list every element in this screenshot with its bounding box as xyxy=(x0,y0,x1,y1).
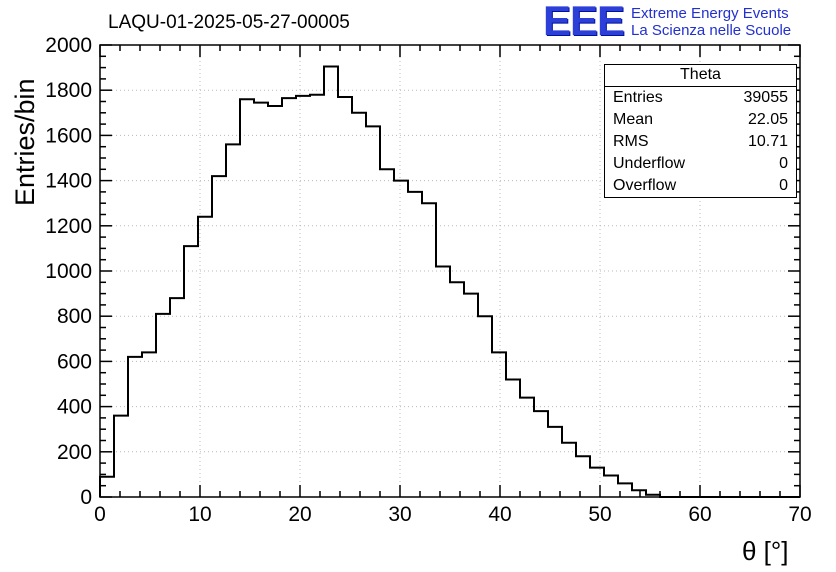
stats-value: 39055 xyxy=(743,89,789,106)
svg-text:2000: 2000 xyxy=(45,34,92,57)
stats-value: 10.71 xyxy=(747,133,788,150)
svg-text:200: 200 xyxy=(57,441,92,464)
stats-label: Underflow xyxy=(613,155,686,172)
svg-text:10: 10 xyxy=(188,503,211,526)
svg-text:0: 0 xyxy=(80,486,92,509)
svg-text:1000: 1000 xyxy=(45,260,92,283)
plot-title: LAQU-01-2025-05-27-00005 xyxy=(108,12,350,33)
stats-label: Entries xyxy=(613,89,663,106)
svg-text:600: 600 xyxy=(57,350,92,373)
stats-label: Overflow xyxy=(613,177,677,194)
eee-logo: EEE Extreme Energy Events La Scienza nel… xyxy=(543,0,791,44)
svg-text:1800: 1800 xyxy=(45,79,92,102)
svg-text:60: 60 xyxy=(688,503,711,526)
stats-box-title: Theta xyxy=(605,65,796,87)
stats-row-entries: Entries 39055 xyxy=(605,87,796,109)
x-axis-title: θ [°] xyxy=(742,536,789,566)
svg-text:40: 40 xyxy=(488,503,511,526)
svg-text:800: 800 xyxy=(57,305,92,328)
eee-logo-acronym: EEE xyxy=(543,0,625,44)
svg-text:30: 30 xyxy=(388,503,411,526)
svg-text:0: 0 xyxy=(94,503,106,526)
eee-logo-subtitle-1: Extreme Energy Events xyxy=(631,5,789,22)
stats-label: RMS xyxy=(613,133,649,150)
svg-text:1400: 1400 xyxy=(45,170,92,193)
stats-label: Mean xyxy=(613,111,654,128)
eee-logo-subtitle-2: La Scienza nelle Scuole xyxy=(631,22,792,39)
stats-box: Theta Entries 39055 Mean 22.05 RMS 10.71… xyxy=(604,64,797,198)
stats-row-mean: Mean 22.05 xyxy=(605,109,796,131)
y-axis-title: Entries/bin xyxy=(10,78,40,206)
stats-row-underflow: Underflow 0 xyxy=(605,153,796,175)
svg-text:1600: 1600 xyxy=(45,124,92,147)
svg-text:50: 50 xyxy=(588,503,611,526)
svg-text:400: 400 xyxy=(57,396,92,419)
svg-text:20: 20 xyxy=(288,503,311,526)
svg-text:70: 70 xyxy=(788,503,811,526)
stats-row-overflow: Overflow 0 xyxy=(605,175,796,197)
stats-value: 0 xyxy=(779,177,788,194)
stats-row-rms: RMS 10.71 xyxy=(605,131,796,153)
svg-text:1200: 1200 xyxy=(45,215,92,238)
eee-logo-subtitles: Extreme Energy Events La Scienza nelle S… xyxy=(631,2,791,41)
stats-value: 0 xyxy=(779,155,788,172)
stats-value: 22.05 xyxy=(747,111,788,128)
